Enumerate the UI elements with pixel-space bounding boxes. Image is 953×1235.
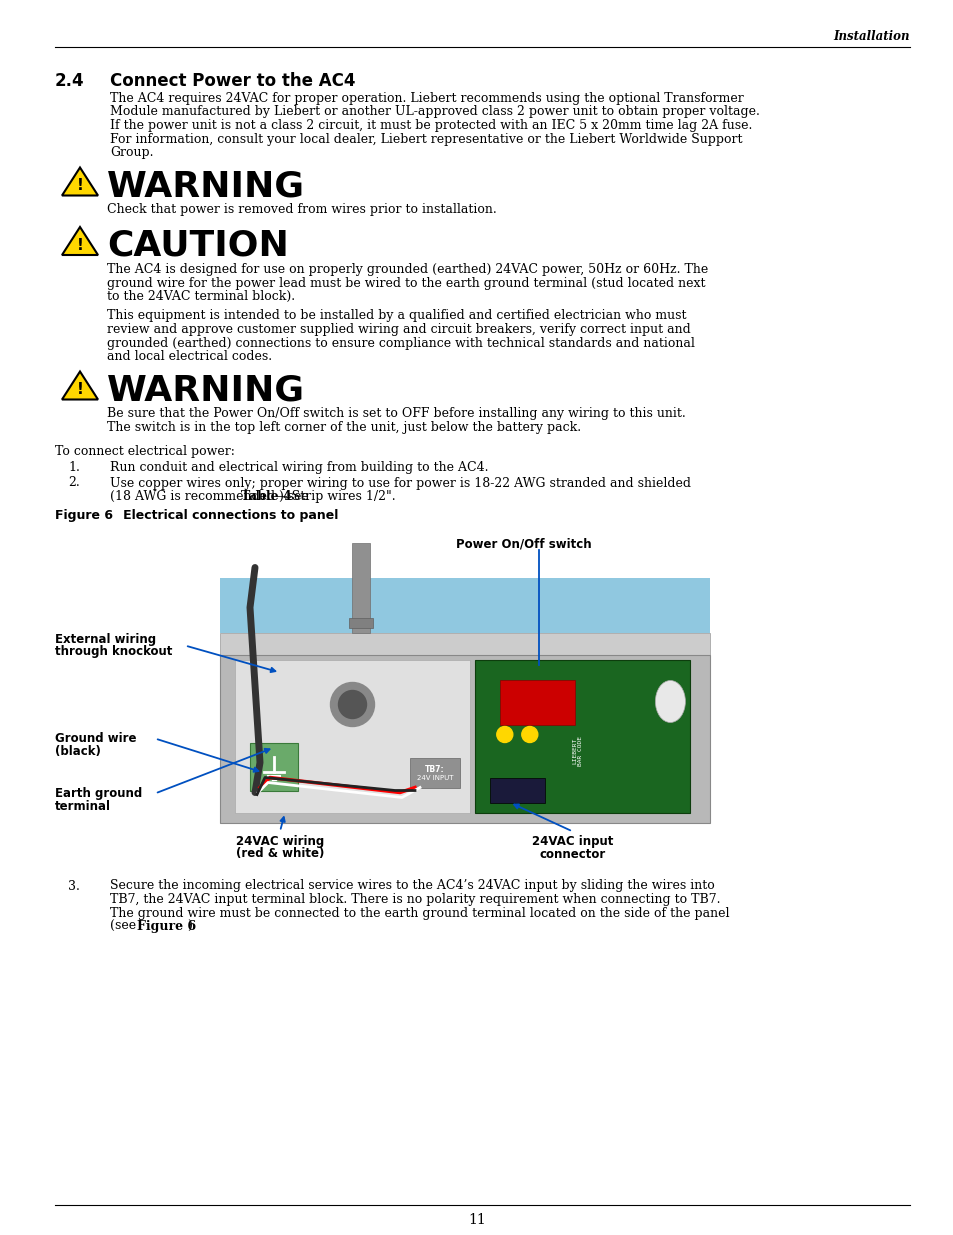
Text: and local electrical codes.: and local electrical codes.: [107, 350, 272, 363]
Text: Module manufactured by Liebert or another UL-approved class 2 power unit to obta: Module manufactured by Liebert or anothe…: [110, 105, 760, 119]
Text: TB7:: TB7:: [425, 766, 444, 774]
Text: to the 24VAC terminal block).: to the 24VAC terminal block).: [107, 290, 294, 303]
Text: Installation: Installation: [833, 30, 909, 42]
Text: Figure 6: Figure 6: [137, 920, 196, 932]
Text: (see: (see: [110, 920, 140, 932]
Text: !: !: [76, 382, 83, 396]
Text: Group.: Group.: [110, 146, 153, 159]
Text: 3.: 3.: [68, 879, 80, 893]
Circle shape: [338, 690, 366, 719]
Circle shape: [330, 683, 375, 726]
Text: Connect Power to the AC4: Connect Power to the AC4: [110, 72, 355, 90]
Polygon shape: [62, 372, 98, 399]
Bar: [234, 659, 470, 813]
Text: The AC4 is designed for use on properly grounded (earthed) 24VAC power, 50Hz or : The AC4 is designed for use on properly …: [107, 263, 707, 275]
Text: 2.4: 2.4: [55, 72, 85, 90]
Text: Ground wire: Ground wire: [55, 732, 136, 746]
Text: The ground wire must be connected to the earth ground terminal located on the si: The ground wire must be connected to the…: [110, 906, 729, 920]
Text: LIEBERT
BAR CODE: LIEBERT BAR CODE: [572, 736, 582, 766]
Text: External wiring: External wiring: [55, 632, 156, 646]
Bar: [220, 578, 709, 632]
Circle shape: [497, 726, 513, 742]
Text: Be sure that the Power On/Off switch is set to OFF before installing any wiring : Be sure that the Power On/Off switch is …: [107, 408, 685, 420]
Text: Earth ground: Earth ground: [55, 788, 142, 800]
Text: !: !: [76, 237, 83, 252]
Text: WARNING: WARNING: [107, 169, 305, 204]
Polygon shape: [62, 168, 98, 195]
Text: To connect electrical power:: To connect electrical power:: [55, 445, 234, 457]
Bar: [349, 618, 373, 627]
Circle shape: [521, 726, 537, 742]
Bar: [352, 542, 370, 632]
Text: Check that power is removed from wires prior to installation.: Check that power is removed from wires p…: [107, 204, 497, 216]
Polygon shape: [62, 227, 98, 254]
Text: through knockout: through knockout: [55, 646, 172, 658]
Text: Power On/Off switch: Power On/Off switch: [456, 537, 591, 551]
Text: The switch is in the top left corner of the unit, just below the battery pack.: The switch is in the top left corner of …: [107, 421, 580, 433]
Text: Secure the incoming electrical service wires to the AC4’s 24VAC input by sliding: Secure the incoming electrical service w…: [110, 879, 714, 893]
Bar: [489, 778, 544, 803]
Bar: [410, 757, 459, 788]
Text: 2.: 2.: [69, 477, 80, 489]
Text: connector: connector: [539, 847, 605, 861]
Text: Electrical connections to panel: Electrical connections to panel: [110, 510, 338, 522]
Text: ground wire for the power lead must be wired to the earth ground terminal (stud : ground wire for the power lead must be w…: [107, 277, 705, 289]
Text: ). Strip wires 1/2".: ). Strip wires 1/2".: [279, 490, 395, 503]
Text: Use copper wires only; proper wiring to use for power is 18-22 AWG stranded and : Use copper wires only; proper wiring to …: [110, 477, 690, 489]
Text: 24VAC wiring: 24VAC wiring: [235, 835, 324, 847]
Text: Table 4: Table 4: [241, 490, 292, 503]
Text: (18 AWG is recommended—see: (18 AWG is recommended—see: [110, 490, 313, 503]
Text: review and approve customer supplied wiring and circuit breakers, verify correct: review and approve customer supplied wir…: [107, 324, 690, 336]
Text: 24VAC input: 24VAC input: [532, 835, 613, 847]
Text: grounded (earthed) connections to ensure compliance with technical standards and: grounded (earthed) connections to ensure…: [107, 336, 694, 350]
Text: WARNING: WARNING: [107, 373, 305, 408]
Text: terminal: terminal: [55, 800, 111, 814]
Text: Figure 6: Figure 6: [55, 510, 112, 522]
Text: For information, consult your local dealer, Liebert representative or the Lieber: For information, consult your local deal…: [110, 132, 741, 146]
Bar: [499, 679, 575, 725]
Bar: [220, 632, 709, 655]
Ellipse shape: [655, 680, 684, 722]
Text: TB7, the 24VAC input terminal block. There is no polarity requirement when conne: TB7, the 24VAC input terminal block. The…: [110, 893, 720, 906]
Text: 11: 11: [468, 1213, 485, 1228]
Bar: [250, 742, 297, 790]
Text: CAUTION: CAUTION: [107, 228, 289, 263]
Text: This equipment is intended to be installed by a qualified and certified electric: This equipment is intended to be install…: [107, 310, 686, 322]
Text: ).: ).: [187, 920, 195, 932]
Text: Run conduit and electrical wiring from building to the AC4.: Run conduit and electrical wiring from b…: [110, 461, 488, 474]
Text: If the power unit is not a class 2 circuit, it must be protected with an IEC 5 x: If the power unit is not a class 2 circu…: [110, 119, 752, 132]
Text: The AC4 requires 24VAC for proper operation. Liebert recommends using the option: The AC4 requires 24VAC for proper operat…: [110, 91, 743, 105]
Text: 24V INPUT: 24V INPUT: [416, 774, 453, 781]
Text: !: !: [76, 178, 83, 193]
Bar: [220, 655, 709, 823]
Bar: [475, 659, 690, 813]
Text: (black): (black): [55, 746, 101, 758]
Text: (red & white): (red & white): [235, 847, 324, 861]
Text: 1.: 1.: [68, 461, 80, 474]
